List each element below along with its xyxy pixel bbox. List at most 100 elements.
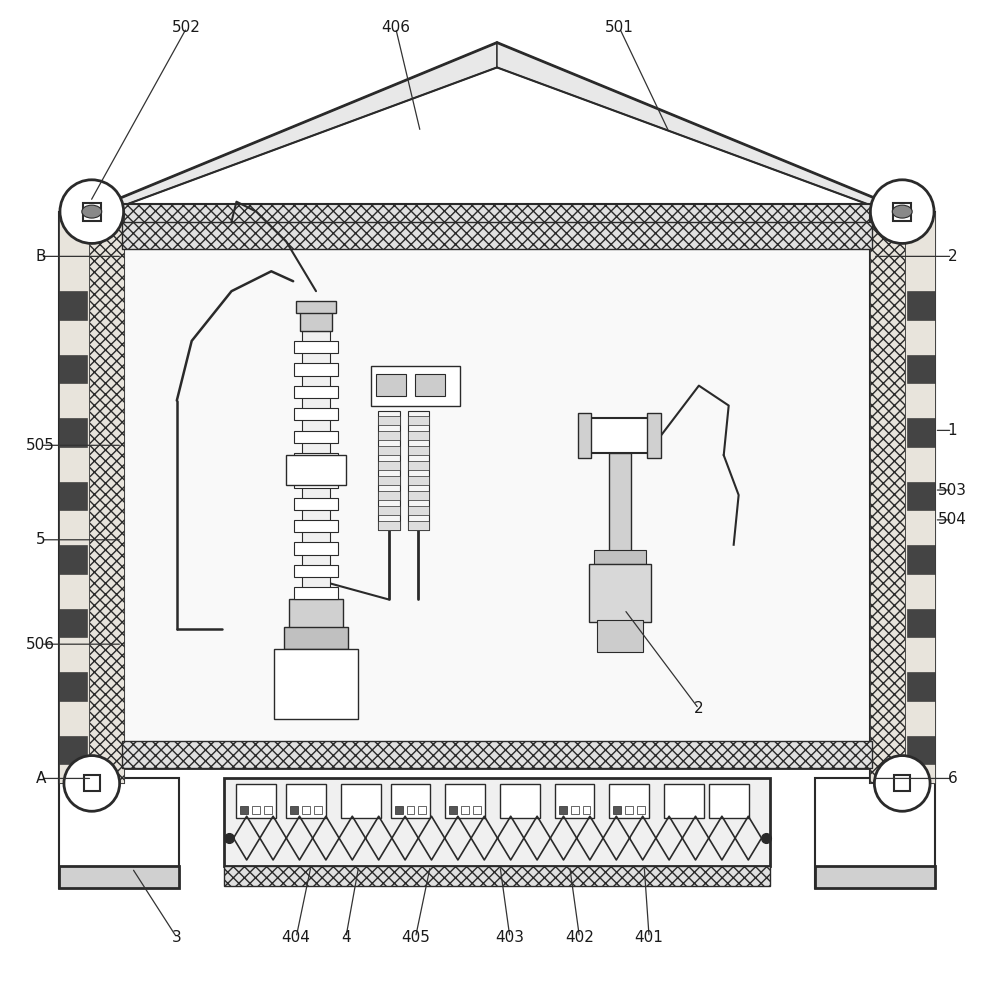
- Circle shape: [64, 756, 119, 811]
- Bar: [293, 587, 338, 599]
- Bar: [117, 204, 877, 232]
- Bar: [408, 491, 429, 500]
- Bar: [264, 806, 272, 814]
- Text: 5: 5: [36, 532, 46, 547]
- Ellipse shape: [82, 205, 101, 218]
- Bar: [378, 446, 400, 455]
- Bar: [625, 806, 633, 814]
- Bar: [907, 609, 934, 637]
- Bar: [449, 806, 457, 814]
- Text: A: A: [36, 771, 46, 786]
- Bar: [709, 784, 748, 818]
- Bar: [894, 203, 911, 221]
- Bar: [378, 431, 400, 440]
- Bar: [408, 416, 429, 425]
- Bar: [241, 806, 248, 814]
- Bar: [301, 331, 330, 599]
- Bar: [613, 806, 621, 814]
- Bar: [60, 866, 179, 888]
- Bar: [378, 416, 400, 425]
- Bar: [907, 736, 934, 764]
- Bar: [60, 212, 89, 783]
- Text: 506: 506: [26, 637, 55, 652]
- Bar: [293, 498, 338, 510]
- Text: 501: 501: [605, 20, 634, 35]
- Bar: [285, 455, 346, 485]
- Bar: [371, 366, 460, 406]
- Bar: [907, 545, 934, 574]
- Bar: [237, 784, 276, 818]
- Bar: [408, 411, 429, 530]
- Bar: [609, 784, 649, 818]
- Bar: [293, 565, 338, 577]
- Bar: [870, 212, 934, 783]
- Bar: [89, 212, 124, 783]
- Text: 404: 404: [281, 930, 310, 945]
- Bar: [571, 806, 579, 814]
- Bar: [895, 775, 911, 791]
- Bar: [594, 550, 646, 564]
- Text: 405: 405: [401, 930, 429, 945]
- Bar: [283, 627, 348, 649]
- Bar: [286, 784, 326, 818]
- Bar: [408, 461, 429, 470]
- Bar: [907, 291, 934, 320]
- Bar: [407, 806, 414, 814]
- Bar: [582, 806, 590, 814]
- Bar: [408, 446, 429, 455]
- Bar: [473, 806, 481, 814]
- Bar: [60, 482, 87, 510]
- Text: 401: 401: [635, 930, 664, 945]
- Bar: [122, 741, 872, 768]
- Bar: [302, 806, 310, 814]
- Bar: [578, 413, 591, 458]
- Bar: [376, 374, 406, 396]
- Bar: [60, 672, 87, 701]
- Bar: [378, 461, 400, 470]
- Bar: [293, 341, 338, 353]
- Bar: [445, 784, 485, 818]
- Bar: [252, 806, 260, 814]
- Bar: [293, 408, 338, 420]
- Text: 1: 1: [947, 423, 957, 438]
- Bar: [907, 482, 934, 510]
- Text: 4: 4: [341, 930, 351, 945]
- Bar: [83, 203, 100, 221]
- Text: 403: 403: [495, 930, 525, 945]
- Bar: [461, 806, 469, 814]
- Bar: [224, 778, 770, 866]
- Bar: [293, 386, 338, 398]
- Bar: [378, 476, 400, 485]
- Bar: [288, 599, 343, 629]
- Bar: [408, 506, 429, 515]
- Bar: [341, 784, 381, 818]
- Bar: [378, 411, 400, 530]
- Bar: [905, 212, 934, 783]
- Bar: [290, 806, 298, 814]
- Bar: [815, 778, 934, 888]
- Bar: [60, 609, 87, 637]
- Text: 505: 505: [26, 438, 55, 453]
- Text: 3: 3: [172, 930, 182, 945]
- Bar: [378, 506, 400, 515]
- Ellipse shape: [893, 205, 912, 218]
- Bar: [408, 431, 429, 440]
- Circle shape: [871, 180, 934, 243]
- Bar: [60, 736, 87, 764]
- Bar: [637, 806, 645, 814]
- Text: 503: 503: [938, 483, 967, 498]
- Bar: [647, 413, 661, 458]
- Bar: [60, 418, 87, 447]
- Bar: [500, 784, 540, 818]
- Bar: [293, 453, 338, 465]
- Text: 504: 504: [938, 512, 967, 527]
- Bar: [589, 564, 651, 622]
- Text: 2: 2: [947, 249, 957, 264]
- Text: 2: 2: [694, 701, 704, 716]
- Bar: [83, 775, 99, 791]
- Bar: [60, 778, 179, 888]
- Polygon shape: [497, 43, 908, 212]
- Bar: [122, 222, 872, 249]
- Bar: [870, 212, 905, 783]
- Bar: [408, 476, 429, 485]
